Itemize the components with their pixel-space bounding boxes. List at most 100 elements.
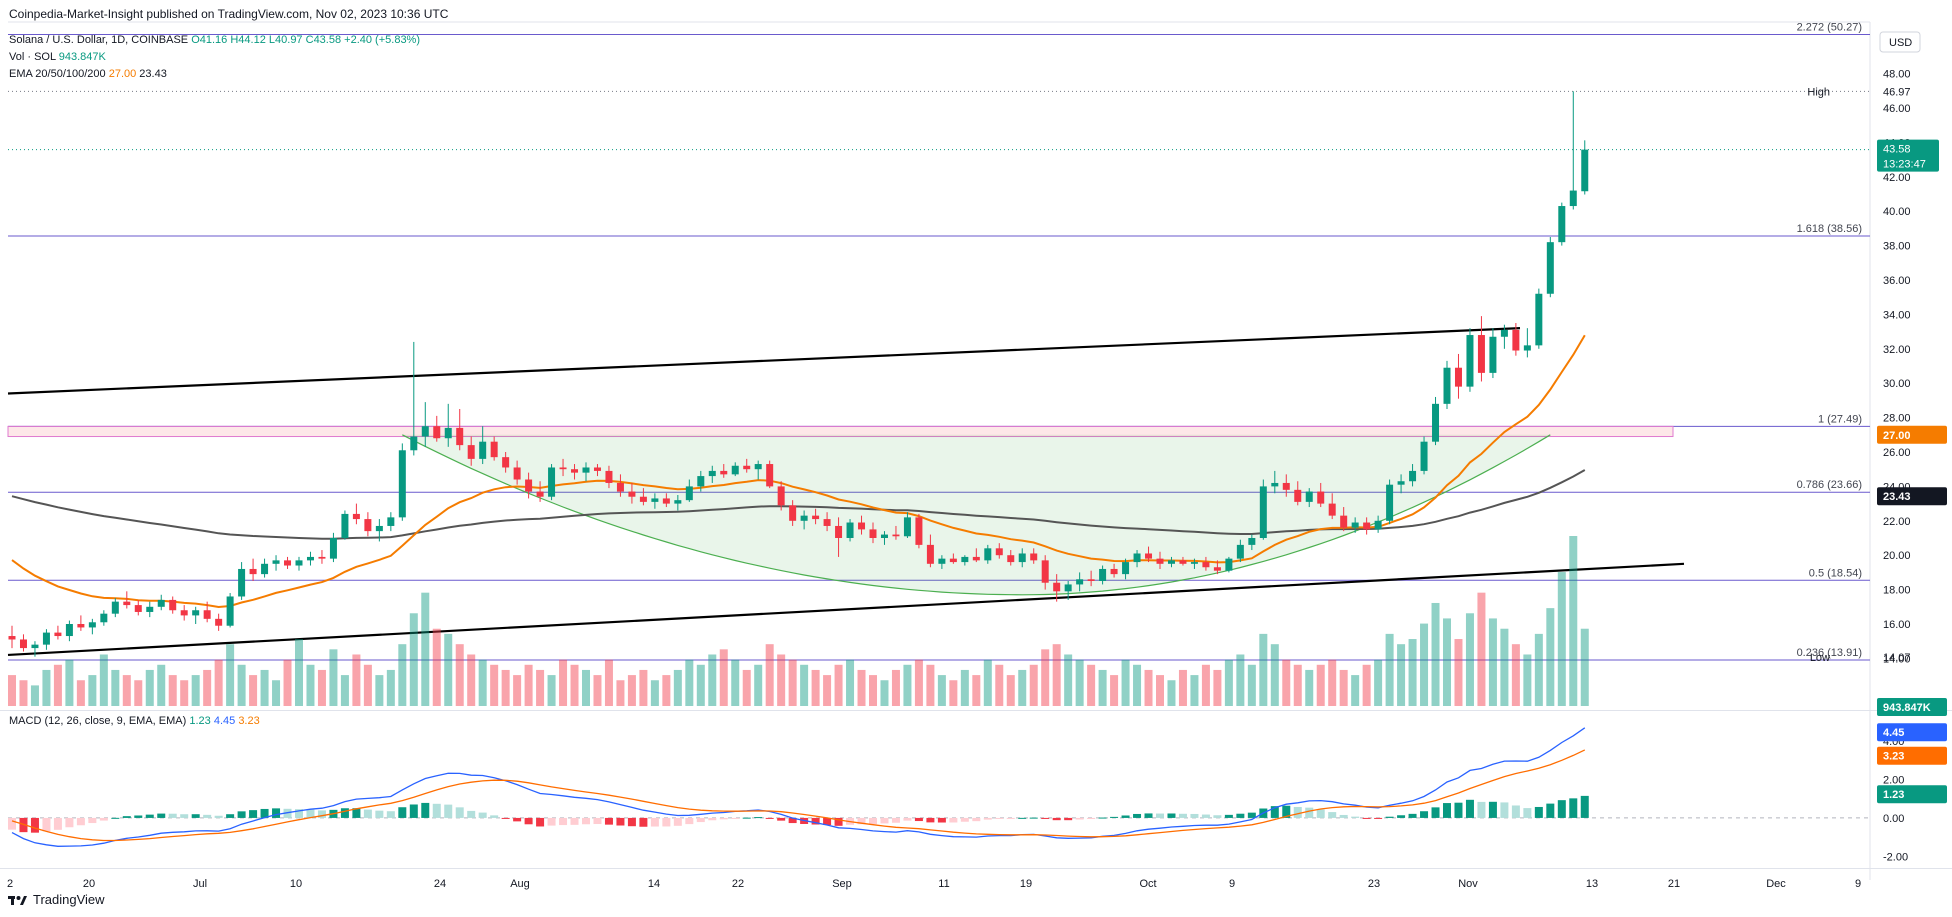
volume-bar [432,628,441,706]
macd-histogram-bar [995,817,1004,819]
volume-bar [180,680,189,706]
candle-body [1374,520,1382,530]
macd-histogram-bar [903,817,912,821]
price-tick-label: 30.00 [1883,378,1911,390]
volume-bar [1546,608,1555,706]
macd-histogram-bar [1328,812,1337,818]
candle-body [238,568,246,597]
macd-signal-tag: 3.23 [1883,751,1904,763]
candle-body [731,465,739,475]
price-tick-label: 28.00 [1883,413,1911,425]
volume-bar [559,659,568,706]
volume-bar [650,680,659,706]
candle-body [1409,470,1417,482]
macd-hist-tag-bg [1877,785,1947,804]
macd-histogram-bar [719,817,728,820]
candle-body [823,519,831,526]
macd-histogram-bar [111,817,120,819]
macd-legend[interactable]: MACD (12, 26, close, 9, EMA, EMA) 1.23 4… [9,715,260,727]
volume-bar [627,675,636,706]
macd-histogram-bar [1190,813,1199,818]
ema-fast-tag-bg [1877,425,1947,444]
volume-bar [639,669,648,706]
candle-body [1523,345,1531,351]
volume-bar [673,669,682,706]
macd-histogram-bar [501,817,510,819]
ohlc-change: +2.40 (+5.83%) [344,34,421,46]
volume-bar [501,669,510,706]
candle-body [593,467,601,471]
candle-body [502,457,510,468]
price-tick-label: 46.00 [1883,103,1911,115]
candle-body [1248,538,1256,545]
volume-bar [444,633,453,706]
ema-slow-tag: 23.43 [1883,491,1911,503]
candle-body [1512,329,1520,351]
volume-bar [1465,613,1474,706]
candle-body [513,467,521,480]
volume-bar [1557,572,1566,706]
volume-bar [582,669,590,706]
ema-slow-tag-bg [1877,487,1947,506]
candle-body [467,445,475,459]
volume-bar [317,669,326,706]
candle-body [1328,503,1336,516]
macd-histogram-bar [857,817,866,825]
low-label: Low [1810,652,1830,664]
candle-body [628,491,636,497]
candle-body [1167,560,1175,564]
candle-body [1271,482,1279,487]
candle-body [1363,522,1371,530]
volume-bar [1534,633,1543,706]
time-tick-label: 24 [434,878,446,890]
time-tick-label: 13 [1586,878,1598,890]
macd-histogram-bar [834,817,843,826]
macd-histogram-bar [1293,806,1302,818]
candle-body [582,467,590,473]
ema-legend[interactable]: EMA 20/50/100/200 27.00 23.43 [9,68,167,80]
candle-body [605,470,613,483]
candle-body [1041,560,1049,583]
candle-body [708,470,716,477]
candle-body [1064,584,1072,592]
ema-fast-line [11,334,1586,609]
macd-histogram-bar [53,817,62,830]
volume-bar [914,659,923,706]
macd-histogram-bar [1408,813,1417,818]
fib-level-label: 0.5 (18.54) [1809,567,1862,579]
volume-bar [1523,654,1532,706]
macd-histogram-bar [157,813,166,818]
candle-body [111,601,119,614]
candle-body [1190,562,1198,564]
candle-body [157,599,165,607]
macd-histogram-bar [880,817,889,824]
macd-histogram-bar [616,817,625,826]
volume-bar [742,669,751,706]
volume-bar [1569,536,1578,706]
macd-histogram-bar [226,814,235,818]
macd-histogram-bar [180,814,189,818]
candle-body [1213,567,1221,571]
macd-histogram-bar [145,814,154,818]
candle-body [789,505,797,521]
candle-body [961,556,969,563]
volume-legend[interactable]: Vol · SOL 943.847K [9,51,106,63]
volume-bar [122,675,131,706]
attribution-text: Coinpedia-Market-Insight published on Tr… [9,7,449,21]
macd-histogram-bar [1362,817,1371,819]
candle-body [180,610,188,616]
volume-bar [1110,675,1119,706]
macd-histogram-bar [1029,817,1038,819]
time-tick-label: 11 [938,878,949,890]
volume-bar [1178,669,1187,706]
volume-bar [1454,639,1463,706]
tradingview-logo[interactable]: TradingView [8,892,105,907]
macd-tick-label: 2.00 [1883,774,1904,786]
volume-bar [1397,644,1406,706]
volume-bar [1293,664,1302,706]
symbol-legend[interactable]: Solana / U.S. Dollar, 1D, COINBASE O41.1… [9,34,420,46]
time-tick-label: 14 [648,878,660,890]
macd-histogram-bar [547,817,556,826]
macd-histogram-bar [490,815,499,818]
